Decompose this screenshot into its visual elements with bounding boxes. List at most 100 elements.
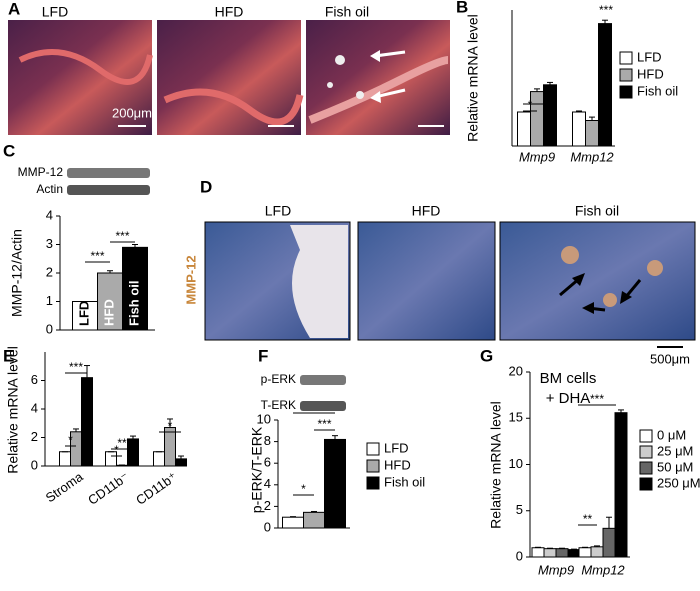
significance-label: *** (115, 229, 129, 243)
image-label: HFD (412, 203, 441, 219)
panel-label: D (200, 177, 212, 196)
legend-label: 50 μM (657, 459, 693, 474)
y-tick-label: 10 (257, 411, 271, 426)
legend-label: 0 μM (657, 427, 686, 442)
micrograph (306, 20, 450, 135)
category-label: Stroma (43, 469, 87, 506)
significance-label: * (68, 433, 73, 447)
blot-label: T-ERK (261, 398, 296, 412)
y-tick-label: 4 (46, 207, 53, 222)
panel-label: F (258, 346, 268, 365)
y-axis-label: p-ERK/T-ERK (249, 426, 265, 513)
scale-bar-label: 500μm (650, 351, 690, 366)
bar (572, 111, 586, 147)
bar (153, 451, 165, 467)
y-tick-label: 8 (264, 433, 271, 448)
panel-label: E (3, 346, 14, 365)
legend-swatch (639, 429, 653, 443)
y-tick-label: 3 (46, 236, 53, 251)
bar (590, 546, 604, 558)
bar (81, 377, 93, 467)
blot-band (300, 401, 346, 411)
blot-band (300, 375, 346, 385)
legend-swatch (639, 461, 653, 475)
bar (602, 527, 616, 558)
chart-title: BM cells (540, 370, 597, 387)
image-label: Fish oil (575, 203, 619, 219)
bar (578, 547, 592, 558)
y-axis-label: MMP-12/Actin (9, 229, 25, 317)
category-label: HFD (101, 299, 116, 326)
bar (324, 438, 346, 529)
y-tick-label: 6 (264, 455, 271, 470)
bar (531, 547, 545, 558)
bar (614, 412, 628, 558)
chart-title: + DHA (546, 390, 591, 407)
significance-label: * (168, 419, 173, 433)
legend-label: HFD (384, 457, 411, 472)
panel-label: C (3, 141, 15, 160)
significance-label: *** (599, 3, 613, 17)
bar (122, 246, 148, 331)
y-tick-label: 0 (264, 519, 271, 534)
y-tick-label: 20 (509, 363, 523, 378)
significance-label: ** (117, 436, 127, 450)
blot-label: p-ERK (261, 372, 296, 386)
significance-label: * (528, 98, 533, 112)
y-tick-label: 2 (31, 429, 38, 444)
significance-label: *** (590, 392, 604, 406)
y-axis-label: Relative mRNA level (488, 401, 504, 529)
category-label: Fish oil (126, 281, 141, 327)
y-axis-label: Relative mRNA level (465, 14, 481, 142)
legend-label: Fish oil (637, 83, 678, 98)
y-axis-label: Relative mRNA level (5, 346, 21, 474)
legend-swatch (619, 68, 633, 82)
significance-label: *** (69, 360, 83, 374)
bar (567, 549, 581, 558)
y-tick-label: 0 (31, 457, 38, 472)
legend-label: HFD (637, 66, 664, 81)
panel-label: B (456, 0, 468, 16)
significance-label: ** (583, 512, 593, 526)
legend-label: 250 μM (657, 475, 700, 490)
micrograph (157, 20, 301, 135)
bar (555, 548, 569, 558)
bar (517, 111, 531, 147)
image-label: LFD (265, 203, 291, 219)
y-tick-label: 4 (31, 400, 38, 415)
legend-label: LFD (637, 49, 662, 64)
y-tick-label: 2 (264, 498, 271, 513)
bar (543, 548, 557, 558)
panel-label: A (8, 0, 20, 18)
legend-swatch (639, 477, 653, 491)
blot-band (67, 168, 150, 178)
bar (543, 84, 557, 147)
bar (598, 23, 612, 147)
micrographs-d (204, 221, 696, 348)
significance-label: *** (90, 249, 104, 263)
y-tick-label: 15 (509, 410, 523, 425)
y-tick-label: 0 (516, 548, 523, 563)
bar (164, 427, 176, 467)
y-tick-label: 5 (516, 502, 523, 517)
category-label: CD11b⁻ (85, 469, 132, 508)
bar (585, 120, 599, 147)
image-label: HFD (215, 4, 244, 20)
micrograph (499, 221, 696, 341)
panel-label: G (480, 346, 493, 365)
bar (127, 438, 139, 467)
significance-label: *** (317, 417, 331, 431)
category-label: Mmp12 (570, 149, 614, 164)
legend-swatch (366, 442, 380, 456)
bar (59, 451, 71, 467)
blot-label: MMP-12 (18, 165, 64, 179)
y-tick-label: 4 (264, 476, 271, 491)
legend-label: Fish oil (384, 474, 425, 489)
significance-label: * (114, 443, 119, 457)
bar (282, 516, 304, 529)
y-tick-label: 1 (46, 293, 53, 308)
legend-swatch (366, 476, 380, 490)
blot-band (67, 185, 150, 195)
legend-swatch (619, 51, 633, 65)
